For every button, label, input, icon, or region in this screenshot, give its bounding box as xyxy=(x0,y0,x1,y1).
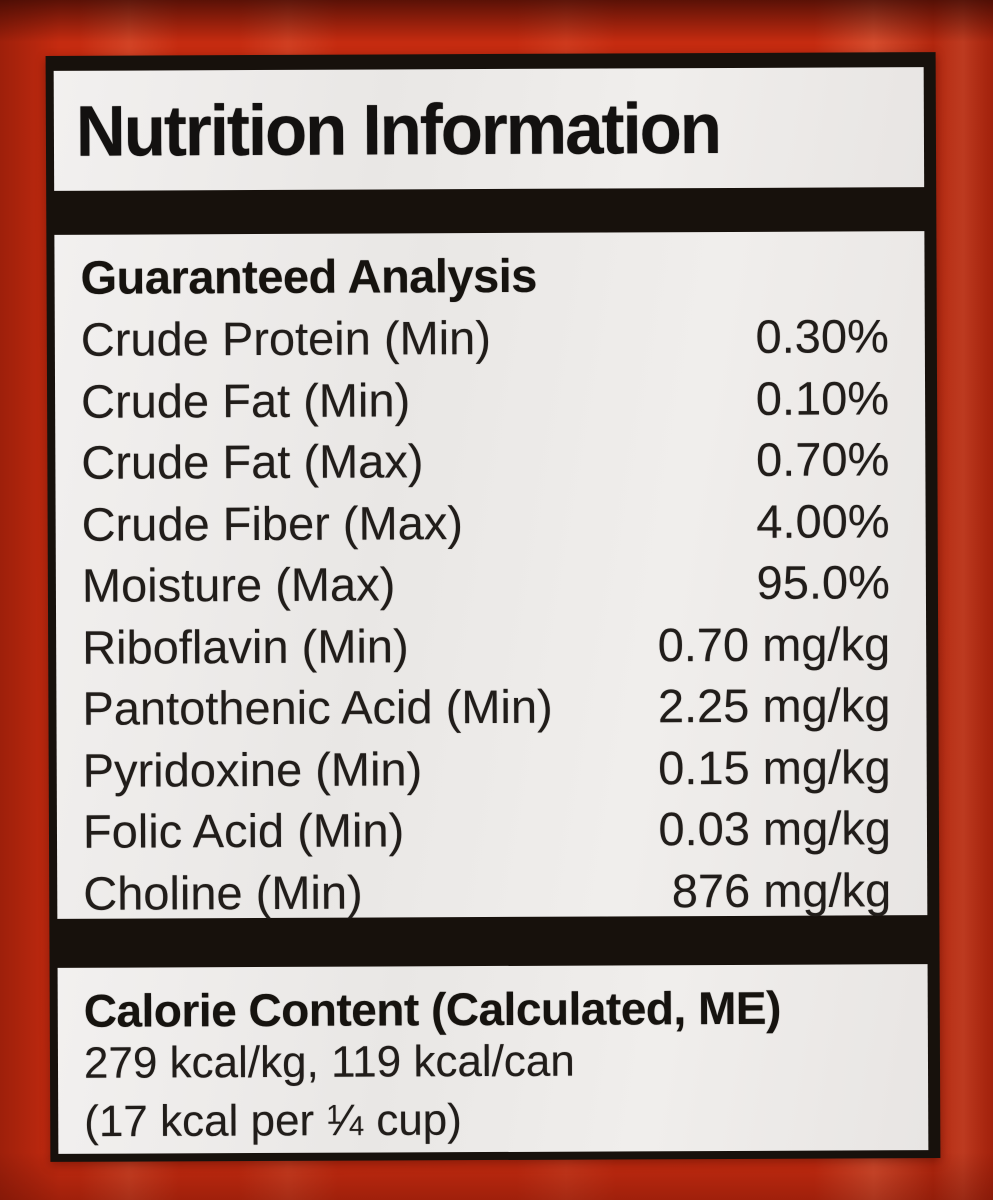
analysis-row: Pyridoxine (Min) 0.15 mg/kg xyxy=(83,736,891,801)
nutrient-value: 95.0% xyxy=(756,555,891,609)
analysis-row: Crude Fat (Min) 0.10% xyxy=(81,367,889,432)
fraction-numerator: 1 xyxy=(326,1098,342,1130)
nutrient-value: 876 mg/kg xyxy=(671,862,892,917)
calorie-line-2: (17 kcal per 1⁄4 cup) xyxy=(84,1086,898,1153)
nutrient-value: 0.10% xyxy=(755,370,890,425)
analysis-row: Crude Protein (Min) 0.30% xyxy=(81,305,889,370)
nutrient-value: 0.70 mg/kg xyxy=(657,616,891,671)
nutrient-value: 4.00% xyxy=(756,493,890,548)
fraction-slash: ⁄ xyxy=(341,1096,349,1146)
calorie-line-1: 279 kcal/kg, 119 kcal/can xyxy=(83,1036,575,1088)
label-title-panel: Nutrition Information xyxy=(53,67,925,191)
analysis-row: Folic Acid (Min) 0.03 mg/kg xyxy=(83,797,891,862)
nutrient-name: Pantothenic Acid (Min) xyxy=(82,679,553,735)
nutrient-name: Riboflavin (Min) xyxy=(82,618,409,674)
analysis-row: Choline (Min) 876 mg/kg xyxy=(83,859,891,924)
nutrient-name: Moisture (Max) xyxy=(81,557,396,612)
analysis-row: Crude Fat (Max) 0.70% xyxy=(81,428,889,493)
analysis-row: Moisture (Max) 95.0% xyxy=(82,551,890,616)
analysis-row: Crude Fiber (Max) 4.00% xyxy=(81,490,890,555)
nutrient-name: Crude Fat (Min) xyxy=(80,372,411,428)
nutrient-name: Folic Acid (Min) xyxy=(82,803,405,858)
nutrition-label: Nutrition Information Guaranteed Analysi… xyxy=(45,52,941,1162)
guaranteed-analysis-panel: Guaranteed Analysis Crude Protein (Min) … xyxy=(54,231,928,919)
analysis-row: Riboflavin (Min) 0.70 mg/kg xyxy=(82,613,890,678)
guaranteed-analysis-heading: Guaranteed Analysis xyxy=(80,248,537,304)
nutrient-value: 0.03 mg/kg xyxy=(658,801,892,856)
nutrient-value: 0.30% xyxy=(755,309,889,363)
calorie-heading: Calorie Content (Calculated, ME) xyxy=(83,981,781,1037)
calorie-content-panel: Calorie Content (Calculated, ME) 279 kca… xyxy=(57,964,929,1154)
nutrient-name: Crude Fat (Max) xyxy=(81,434,424,489)
nutrient-name: Pyridoxine (Min) xyxy=(82,741,423,797)
calorie-line-2-prefix: (17 kcal per xyxy=(84,1096,327,1147)
analysis-row: Pantothenic Acid (Min) 2.25 mg/kg xyxy=(82,674,890,739)
nutrient-name: Choline (Min) xyxy=(83,865,363,920)
calorie-line-2-suffix: cup) xyxy=(363,1095,462,1146)
nutrient-value: 0.15 mg/kg xyxy=(658,739,891,794)
nutrient-value: 0.70% xyxy=(755,432,890,486)
fraction-denominator: 4 xyxy=(348,1110,365,1142)
nutrient-value: 2.25 mg/kg xyxy=(657,678,891,733)
nutrient-name: Crude Fiber (Max) xyxy=(81,495,464,551)
nutrient-name: Crude Protein (Min) xyxy=(80,311,492,366)
label-title: Nutrition Information xyxy=(75,87,721,171)
